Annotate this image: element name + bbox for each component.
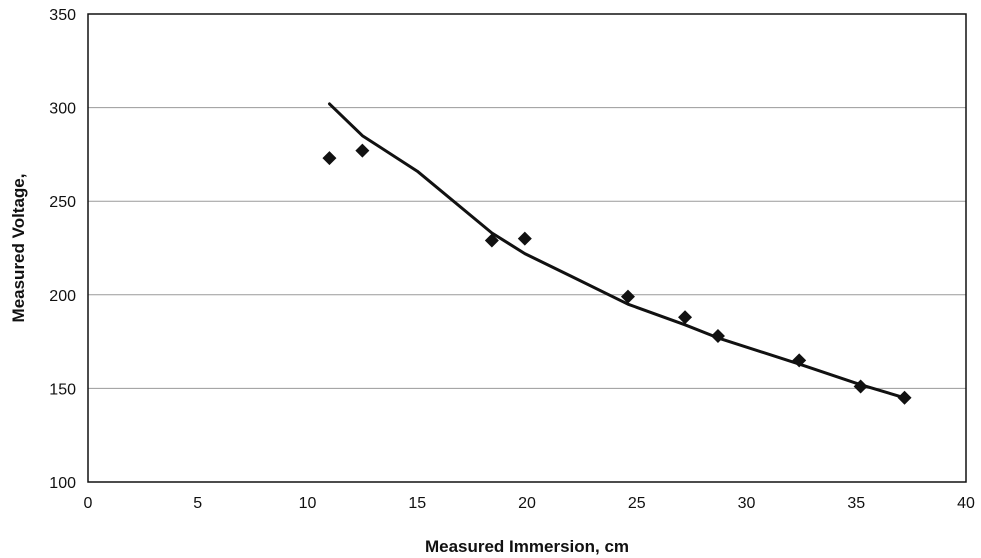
x-tick-label: 25 [628, 495, 646, 512]
marker-layer [322, 143, 912, 405]
x-tick-label: 30 [738, 495, 756, 512]
gridlines [88, 107, 966, 389]
data-point-diamond [792, 353, 807, 368]
x-tick-label: 0 [84, 495, 93, 512]
data-point-diamond [678, 310, 693, 325]
x-axis-ticks: 0 5 10 15 20 25 30 35 40 [84, 495, 975, 512]
data-point-diamond [517, 231, 532, 246]
x-tick-label: 35 [847, 495, 865, 512]
y-tick-label: 200 [49, 288, 76, 305]
data-point-diamond [620, 289, 635, 304]
x-axis-title: Measured Immersion, cm [425, 537, 629, 556]
x-tick-label: 10 [299, 495, 317, 512]
data-point-diamond [355, 143, 370, 158]
y-axis-title: Measured Voltage, [9, 174, 28, 323]
data-point-diamond [897, 390, 912, 405]
fit-line-layer [328, 102, 906, 400]
y-tick-label: 150 [49, 381, 76, 398]
data-point-diamond [484, 233, 499, 248]
x-tick-label: 20 [518, 495, 536, 512]
x-tick-label: 5 [193, 495, 202, 512]
fit-line [328, 102, 906, 400]
data-point-diamond [710, 328, 725, 343]
data-point-diamond [853, 379, 868, 394]
plot-area [87, 13, 967, 483]
x-tick-label: 15 [408, 495, 426, 512]
y-tick-label: 250 [49, 194, 76, 211]
y-tick-label: 100 [49, 475, 76, 492]
data-point-diamond [322, 151, 337, 166]
y-tick-label: 300 [49, 101, 76, 118]
y-tick-label: 350 [49, 7, 76, 24]
x-tick-label: 40 [957, 495, 975, 512]
y-axis-ticks: 100 150 200 250 300 350 [49, 7, 76, 492]
